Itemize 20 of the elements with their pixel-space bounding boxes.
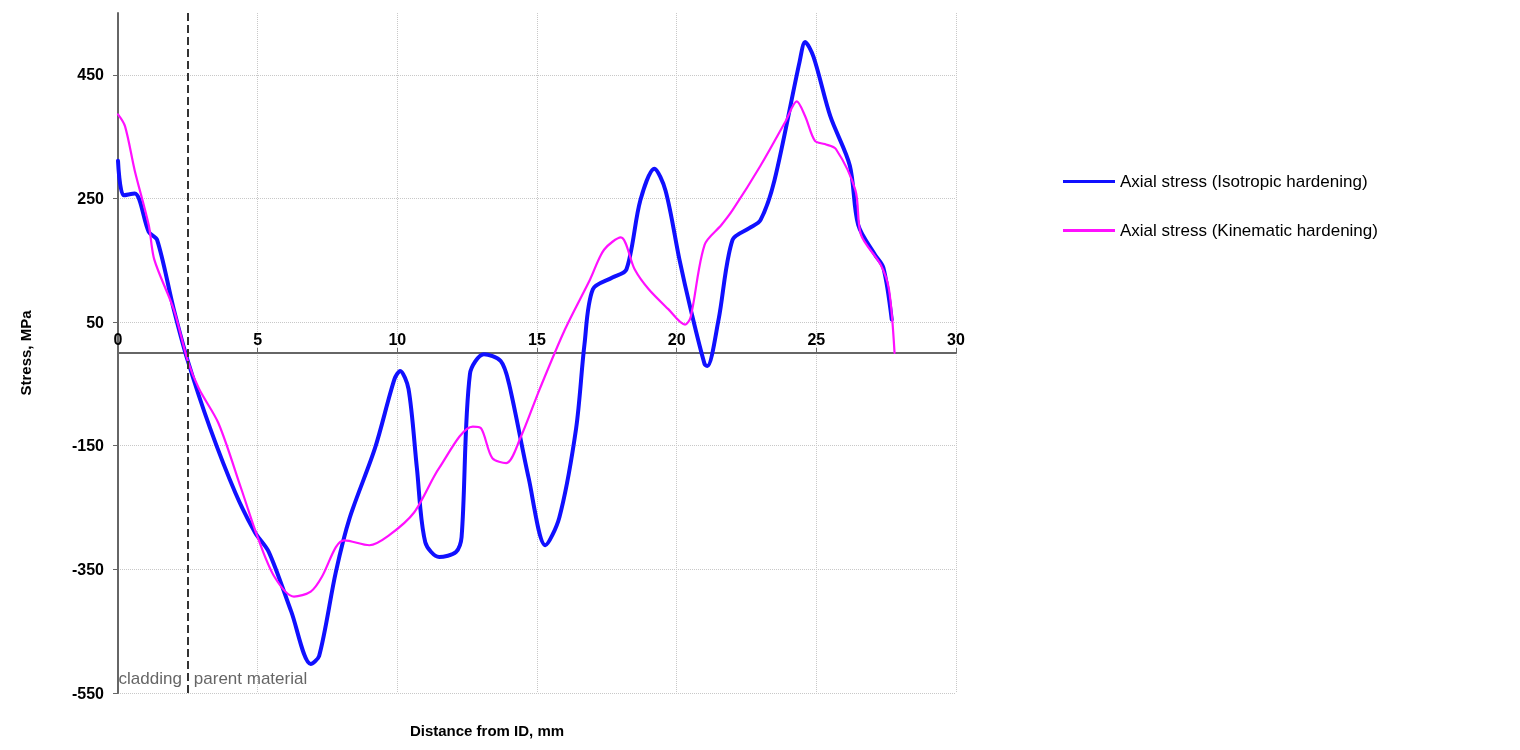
x-tick-label: 15 bbox=[528, 330, 546, 348]
y-tick-label: 450 bbox=[77, 66, 105, 84]
x-tick-label: 10 bbox=[388, 330, 407, 348]
y-tick-label: -350 bbox=[71, 560, 105, 578]
x-axis-title: Distance from ID, mm bbox=[409, 722, 565, 739]
y-axis-title: Stress, MPa bbox=[17, 309, 34, 396]
x-tick-label: 25 bbox=[807, 330, 826, 348]
y-tick-label: 250 bbox=[77, 189, 105, 207]
x-tick-label: 20 bbox=[667, 330, 686, 348]
y-tick-label: -150 bbox=[71, 437, 105, 455]
legend-label: Axial stress (Kinematic hardening) bbox=[1120, 221, 1378, 240]
y-tick-label: -550 bbox=[71, 684, 105, 702]
x-tick-label: 30 bbox=[947, 330, 965, 348]
annotation: cladding bbox=[118, 669, 182, 688]
y-tick-label: 50 bbox=[86, 313, 105, 331]
x-tick-label: 5 bbox=[253, 330, 263, 348]
line-series bbox=[116, 40, 894, 666]
line-series bbox=[116, 100, 896, 598]
legend-label: Axial stress (Isotropic hardening) bbox=[1120, 172, 1368, 191]
annotation: parent material bbox=[193, 669, 308, 688]
